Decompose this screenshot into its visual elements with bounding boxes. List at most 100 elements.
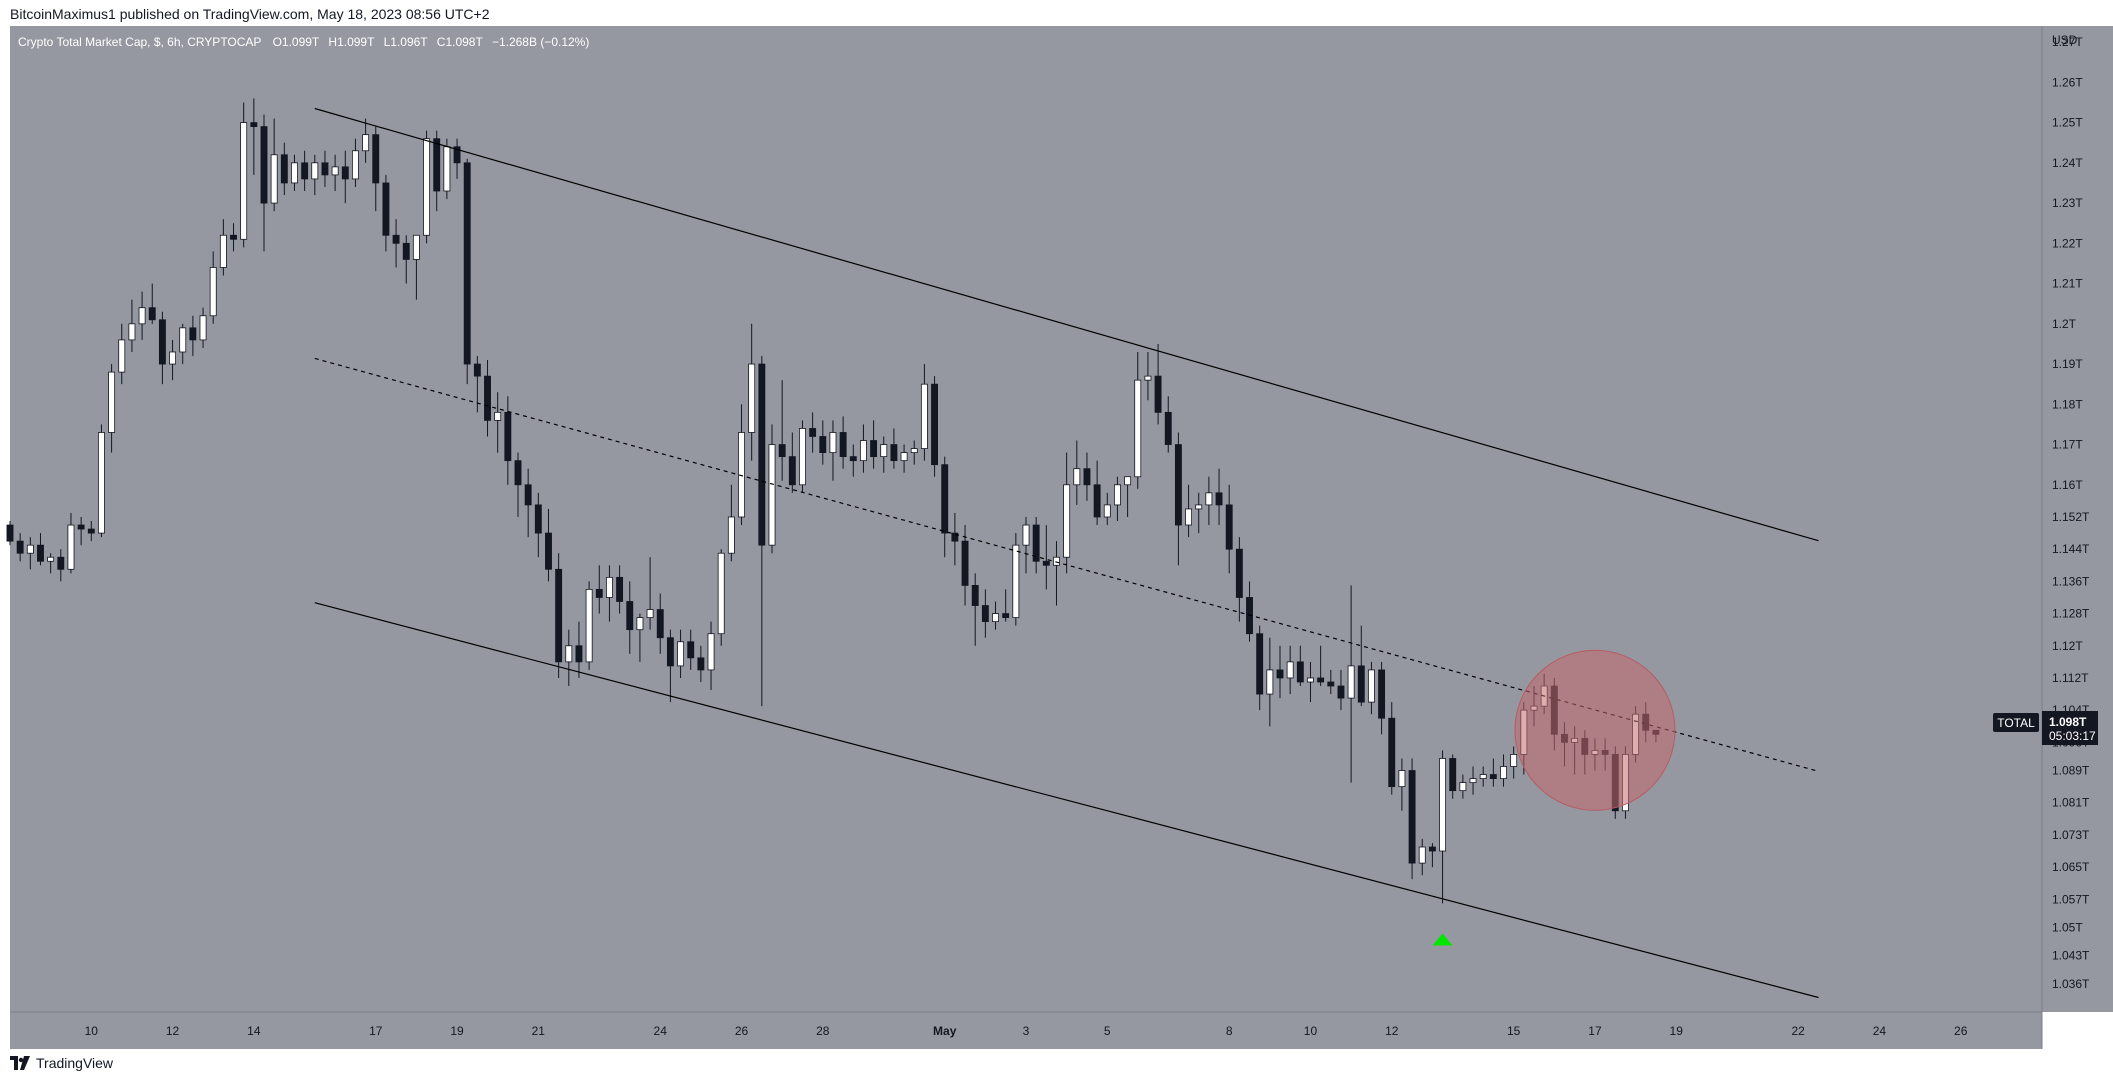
candle-body-up <box>26 544 34 554</box>
candle-body-down <box>788 456 796 486</box>
candle-body-up <box>179 327 187 353</box>
candle-body-down <box>758 363 766 546</box>
candle <box>1449 754 1457 799</box>
candle-body-up <box>169 351 177 365</box>
x-tick-label: 5 <box>1104 1024 1111 1038</box>
x-tick-label: 22 <box>1791 1024 1805 1038</box>
candle-body-down <box>280 154 288 184</box>
legend-close: 1.098T <box>445 35 483 49</box>
candle <box>1073 440 1081 505</box>
x-tick-label: 24 <box>654 1024 668 1038</box>
candle <box>1256 625 1264 711</box>
candle-body-down <box>1083 468 1091 486</box>
candle-body-down <box>961 540 969 586</box>
candle <box>1134 351 1142 489</box>
candle <box>250 98 258 175</box>
candle-body-down <box>301 162 309 180</box>
x-tick-label: 8 <box>1226 1024 1233 1038</box>
last-price: 1.098T <box>2049 715 2087 729</box>
candle <box>118 323 126 385</box>
candle-body-down <box>555 568 563 663</box>
legend-low: 1.096T <box>390 35 428 49</box>
candle-body-down <box>809 428 817 437</box>
x-tick-label: 19 <box>1670 1024 1684 1038</box>
candle <box>128 299 136 352</box>
x-tick-label: 12 <box>166 1024 180 1038</box>
candle <box>1195 492 1203 534</box>
candle-body-up <box>1144 375 1152 381</box>
candle-body-up <box>920 383 928 449</box>
candle-body-up <box>1286 661 1294 679</box>
candle-body-down <box>453 146 461 164</box>
candle <box>1032 516 1040 574</box>
price-axis[interactable] <box>2042 26 2113 1012</box>
candle-body-up <box>412 234 420 260</box>
candle-body-up <box>605 576 613 598</box>
y-tick-label: 1.27T <box>2052 35 2083 49</box>
legend-close-label: C <box>437 35 446 49</box>
candle-body-down <box>148 307 156 321</box>
candle-body-down <box>931 383 939 466</box>
time-axis[interactable] <box>10 1012 2042 1049</box>
candle <box>1388 702 1396 795</box>
candle-body-up <box>47 556 55 562</box>
bar-countdown: 05:03:17 <box>2049 729 2096 743</box>
candle <box>545 508 552 582</box>
candle <box>595 565 603 614</box>
candle-body-down <box>1337 685 1345 699</box>
candle <box>1164 396 1172 453</box>
candle-body-down <box>1002 613 1010 618</box>
candle-body-down <box>382 182 390 236</box>
candle <box>494 392 502 453</box>
candle <box>77 516 85 546</box>
candle <box>6 521 14 546</box>
candle-body-down <box>687 641 695 659</box>
symbol-tag-label: TOTAL <box>1997 716 2035 730</box>
price-tag: TOTAL 1.098T 05:03:17 <box>1993 711 2098 745</box>
candle <box>961 525 969 606</box>
candle-body-down <box>1042 560 1050 566</box>
x-tick-label: 10 <box>85 1024 99 1038</box>
candle-body-up <box>138 307 146 325</box>
candle <box>1215 468 1223 526</box>
legend: Crypto Total Market Cap, $, 6h, CRYPTOCA… <box>18 35 589 49</box>
candle <box>443 138 451 200</box>
candle-body-up <box>1479 774 1487 779</box>
candle-body-down <box>372 134 380 184</box>
candle <box>585 581 593 670</box>
candle-body-up <box>768 444 776 546</box>
candle <box>260 114 268 252</box>
candle-body-down <box>341 166 349 180</box>
x-tick-label: 17 <box>1588 1024 1602 1038</box>
y-tick-label: 1.19T <box>2052 357 2083 371</box>
candle-body-up <box>829 432 837 453</box>
candle <box>666 629 674 703</box>
candle <box>179 323 187 365</box>
candle <box>1317 645 1325 687</box>
candle-body-down <box>941 464 949 534</box>
candle <box>1307 661 1314 703</box>
candle-body-down <box>1256 633 1264 695</box>
x-tick-labels: 10 12 14 17 19 21 24 26 28 May 3 5 8 10 12 15 17 19 22 24 26 <box>85 1024 1968 1038</box>
candle-body-down <box>57 556 65 570</box>
candle-body-up <box>748 363 756 433</box>
candle-body-up <box>1134 379 1142 478</box>
legend-open: 1.099T <box>282 35 320 49</box>
candle-body-up <box>351 150 359 180</box>
candle <box>463 158 471 385</box>
candle <box>1225 484 1233 574</box>
candle-body-up <box>859 440 867 462</box>
y-tick-label: 1.22T <box>2052 236 2083 250</box>
candle <box>829 420 837 481</box>
candle-body-up <box>1022 524 1030 546</box>
candle-body-down <box>971 585 979 606</box>
candle-body-up <box>331 166 339 176</box>
footer-bar <box>0 1049 2113 1079</box>
candle-body-up <box>1205 492 1213 506</box>
tradingview-logo[interactable]: TradingView <box>10 1055 113 1071</box>
candle <box>311 154 319 196</box>
candle <box>1418 838 1426 876</box>
candle-body-down <box>616 576 624 602</box>
candle <box>67 512 75 574</box>
